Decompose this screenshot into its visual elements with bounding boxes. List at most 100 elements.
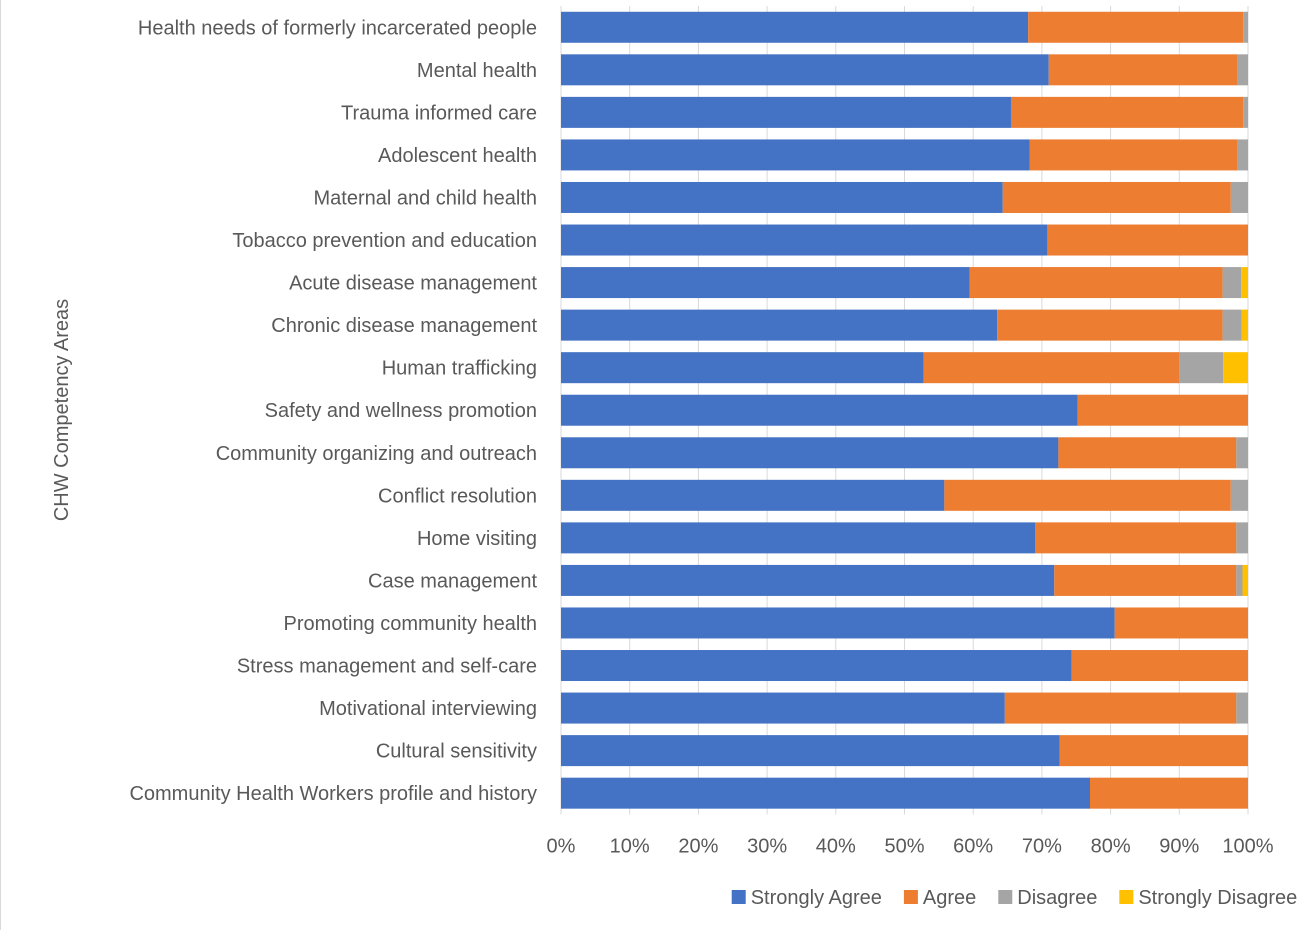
legend-swatch — [731, 890, 746, 904]
bar-segment — [969, 267, 1223, 299]
category-labels: Health needs of formerly incarcerated pe… — [129, 17, 537, 805]
bar-segment — [1222, 267, 1242, 299]
bar-segment — [1230, 181, 1248, 213]
bar-segment — [561, 139, 1030, 171]
tick-label: 60% — [953, 835, 993, 857]
bar-segment — [561, 96, 1011, 128]
bar-segment — [1242, 564, 1248, 596]
legend-swatch — [1119, 890, 1134, 904]
bar-segment — [561, 181, 1003, 213]
bar-segment — [944, 479, 1231, 511]
legend-label: Strongly Agree — [751, 887, 882, 909]
tick-label: 50% — [884, 835, 924, 857]
bar-segment — [561, 607, 1115, 639]
category-label: Trauma informed care — [341, 102, 537, 124]
bars — [561, 11, 1248, 809]
bar-segment — [1237, 139, 1248, 171]
legend-label: Strongly Disagree — [1138, 887, 1297, 909]
bar-segment — [1047, 224, 1248, 256]
legend-label: Agree — [923, 887, 976, 909]
category-label: Case management — [368, 570, 537, 592]
bar-segment — [561, 735, 1060, 767]
bar-segment — [561, 437, 1059, 469]
legend: Strongly Agree Agree Disagree Strongly Disa… — [731, 887, 1297, 909]
category-label: Community Health Workers profile and his… — [129, 783, 537, 805]
bar-segment — [1236, 437, 1248, 469]
bar-segment — [1222, 309, 1242, 341]
tick-label: 70% — [1022, 835, 1062, 857]
bar-segment — [1035, 522, 1237, 554]
bar-segment — [1179, 352, 1224, 384]
legend-label: Disagree — [1017, 887, 1097, 909]
tick-label: 30% — [747, 835, 787, 857]
bar-segment — [1058, 437, 1237, 469]
bar-segment — [1010, 96, 1244, 128]
bar-segment — [561, 11, 1029, 43]
bar-segment — [561, 267, 970, 299]
bar-segment — [1241, 267, 1248, 299]
bar-segment — [1089, 777, 1248, 809]
bar-segment — [561, 224, 1048, 256]
category-label: Community organizing and outreach — [216, 443, 537, 465]
bar-segment — [1230, 479, 1248, 511]
bar-segment — [1071, 650, 1248, 682]
bar-segment — [923, 352, 1180, 384]
bar-segment — [1236, 692, 1248, 724]
category-label: Tobacco prevention and education — [232, 230, 537, 252]
bar-segment — [1077, 394, 1248, 426]
bar-segment — [1223, 352, 1248, 384]
bar-segment — [1054, 564, 1237, 596]
bar-segment — [561, 352, 924, 384]
bar-segment — [561, 522, 1036, 554]
bar-segment — [561, 650, 1072, 682]
tick-label: 20% — [678, 835, 718, 857]
bar-segment — [1004, 692, 1237, 724]
bar-segment — [561, 309, 998, 341]
bar-segment — [1059, 735, 1248, 767]
bar-segment — [561, 54, 1049, 86]
bar-segment — [1243, 11, 1248, 43]
legend-swatch — [903, 890, 918, 904]
bar-segment — [1241, 309, 1248, 341]
bar-segment — [1048, 54, 1238, 86]
tick-label: 80% — [1091, 835, 1131, 857]
category-label: Mental health — [417, 60, 537, 82]
tick-label: 40% — [816, 835, 856, 857]
bar-segment — [1243, 96, 1248, 128]
category-label: Conflict resolution — [378, 485, 537, 507]
bar-segment — [997, 309, 1223, 341]
category-label: Maternal and child health — [314, 187, 537, 209]
x-axis-ticks: 0% 10% 20% 30% 40% 50% 60% 70% 80% 90% 100% — [547, 835, 1274, 857]
category-label: Acute disease management — [289, 273, 537, 295]
bar-segment — [1236, 522, 1248, 554]
tick-label: 90% — [1159, 835, 1199, 857]
tick-label: 10% — [610, 835, 650, 857]
category-label: Safety and wellness promotion — [265, 400, 537, 422]
bar-segment — [1236, 564, 1243, 596]
bar-segment — [561, 564, 1055, 596]
bar-segment — [561, 479, 945, 511]
bar-segment — [1114, 607, 1248, 639]
category-label: Stress management and self-care — [237, 656, 537, 678]
legend-item: Agree — [903, 887, 976, 909]
legend-item: Strongly Agree — [731, 887, 882, 909]
bar-segment — [561, 777, 1090, 809]
category-label: Chronic disease management — [271, 315, 537, 337]
category-label: Promoting community health — [284, 613, 537, 635]
bar-segment — [1028, 11, 1244, 43]
legend-swatch — [998, 890, 1013, 904]
category-label: Adolescent health — [378, 145, 537, 167]
category-label: Health needs of formerly incarcerated pe… — [138, 17, 537, 39]
tick-label: 0% — [547, 835, 576, 857]
category-label: Motivational interviewing — [319, 698, 537, 720]
legend-item: Disagree — [998, 887, 1097, 909]
bar-segment — [1002, 181, 1231, 213]
category-label: Human trafficking — [382, 358, 537, 380]
tick-label: 100% — [1222, 835, 1273, 857]
bar-segment — [561, 394, 1078, 426]
bar-segment — [561, 692, 1005, 724]
bar-segment — [1237, 54, 1248, 86]
category-label: Home visiting — [417, 528, 537, 550]
